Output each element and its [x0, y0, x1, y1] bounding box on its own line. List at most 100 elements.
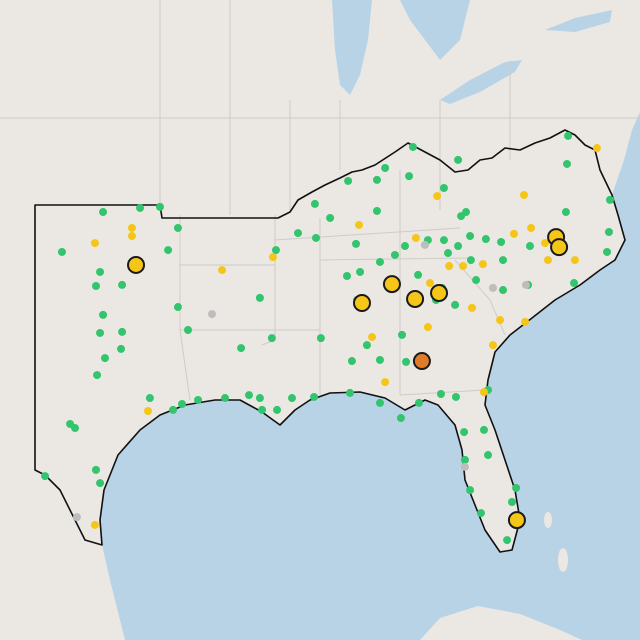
marker — [454, 155, 463, 164]
marker — [478, 260, 487, 269]
marker — [207, 310, 216, 319]
marker — [352, 239, 360, 248]
marker — [460, 462, 469, 471]
marker — [402, 357, 411, 366]
marker — [414, 270, 423, 279]
marker — [362, 341, 371, 350]
marker — [444, 249, 453, 258]
marker — [414, 398, 423, 407]
marker — [499, 256, 508, 265]
marker — [271, 246, 280, 255]
marker — [445, 262, 454, 271]
marker — [512, 483, 521, 492]
marker — [466, 486, 475, 495]
marker — [91, 282, 100, 290]
marker — [381, 164, 390, 173]
marker — [503, 536, 512, 545]
marker — [497, 237, 506, 246]
marker — [479, 425, 488, 434]
marker — [479, 388, 488, 397]
marker — [372, 175, 381, 184]
marker — [173, 303, 182, 312]
marker — [563, 159, 572, 168]
border — [180, 227, 486, 396]
marker — [604, 228, 613, 236]
marker — [509, 229, 518, 238]
large-marker — [550, 238, 569, 257]
marker — [423, 323, 432, 332]
marker — [405, 172, 414, 181]
marker — [294, 229, 303, 238]
large-marker — [352, 294, 371, 313]
marker — [570, 256, 579, 265]
marker — [118, 327, 127, 336]
marker — [41, 472, 50, 481]
marker — [451, 300, 460, 309]
large-marker — [430, 284, 449, 303]
marker — [72, 513, 81, 522]
marker — [508, 498, 517, 506]
marker — [527, 223, 536, 232]
marker — [356, 267, 365, 276]
region-outline — [34, 129, 626, 553]
marker — [258, 405, 267, 414]
marker — [267, 334, 276, 343]
marker — [476, 509, 485, 518]
marker — [155, 202, 164, 211]
marker — [426, 279, 435, 288]
large-marker — [382, 275, 401, 294]
marker — [245, 391, 253, 400]
marker — [343, 272, 352, 281]
marker — [396, 414, 405, 423]
marker — [145, 394, 154, 403]
marker — [288, 394, 297, 403]
marker — [255, 293, 264, 302]
marker — [91, 465, 100, 474]
marker — [169, 405, 178, 414]
island — [544, 512, 552, 528]
marker — [184, 326, 193, 335]
markers — [41, 131, 615, 545]
marker — [127, 223, 136, 232]
marker — [496, 316, 505, 325]
marker — [90, 520, 99, 529]
marker — [420, 240, 429, 249]
island — [558, 548, 568, 572]
marker — [433, 192, 442, 201]
marker — [466, 232, 475, 241]
marker — [519, 191, 528, 200]
marker — [499, 286, 508, 295]
lake — [332, 0, 372, 95]
marker — [375, 398, 384, 407]
large-marker — [127, 255, 146, 274]
marker — [311, 233, 320, 242]
marker — [436, 390, 445, 398]
marker — [178, 399, 187, 408]
marker — [273, 405, 282, 414]
marker — [100, 354, 109, 363]
ocean — [100, 112, 640, 640]
marker — [521, 317, 530, 326]
marker — [461, 208, 470, 217]
marker — [375, 355, 384, 364]
marker — [326, 213, 335, 222]
marker — [354, 220, 363, 229]
marker — [460, 428, 469, 437]
cuba — [420, 606, 582, 640]
marker — [381, 378, 390, 387]
marker — [346, 388, 355, 397]
marker — [96, 267, 105, 276]
marker — [99, 310, 108, 319]
marker — [99, 208, 108, 217]
marker — [561, 208, 570, 217]
marker — [347, 357, 356, 366]
marker — [71, 424, 80, 433]
marker — [564, 131, 573, 140]
marker — [375, 257, 384, 266]
large-marker — [412, 352, 431, 371]
large-marker — [406, 289, 425, 308]
marker — [472, 276, 481, 285]
marker — [466, 256, 475, 265]
marker — [118, 280, 127, 289]
